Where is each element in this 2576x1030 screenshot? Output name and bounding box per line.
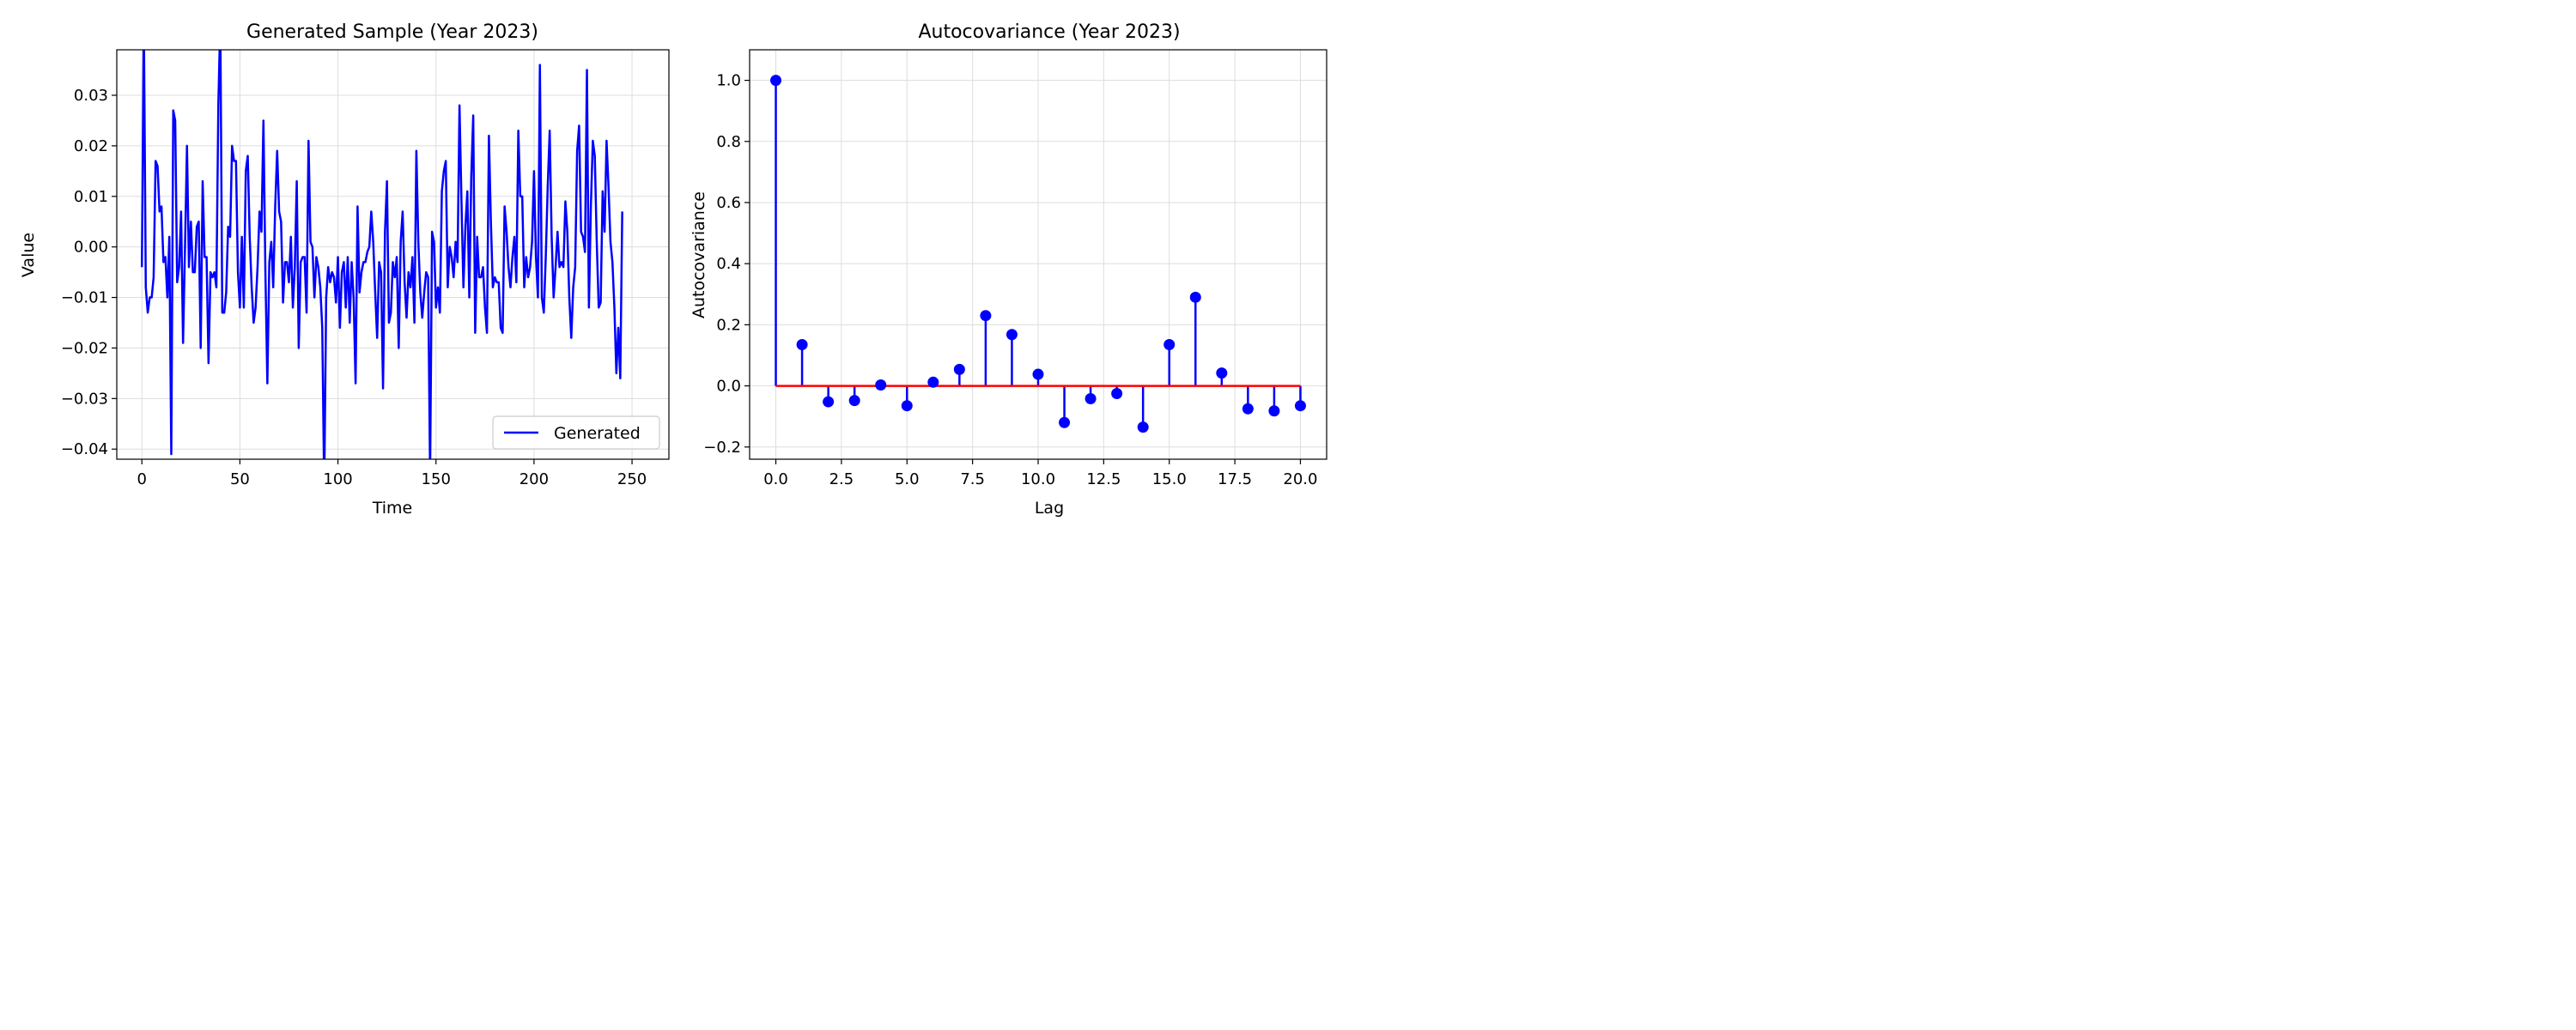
stem-marker xyxy=(1242,403,1254,415)
right-y-axis-label: Autocovariance xyxy=(690,191,708,318)
left-x-tick-label: 50 xyxy=(230,470,250,488)
stem-marker xyxy=(927,376,939,388)
left-y-tick-label: 0.02 xyxy=(74,137,108,155)
stem-marker xyxy=(980,310,992,322)
stem-marker xyxy=(1189,291,1201,303)
stem-marker xyxy=(796,339,808,351)
stem-marker xyxy=(770,75,782,87)
right-ticks: 0.0 2.5 5.0 7.5 10.0 12.5 15.0 17.5 20.0 −0.2 0.0 0… xyxy=(703,72,1317,488)
left-y-tick-label: 0.03 xyxy=(74,87,108,105)
legend-label-generated: Generated xyxy=(554,424,641,443)
right-y-tick-label: 0.2 xyxy=(716,316,741,334)
right-x-tick-label: 0.0 xyxy=(763,470,788,488)
stem-marker xyxy=(1294,400,1306,412)
right-y-tick-label: 0.4 xyxy=(716,255,741,273)
left-x-tick-label: 100 xyxy=(323,470,352,488)
right-y-tick-label: 0.6 xyxy=(716,194,741,212)
left-x-axis-label: Time xyxy=(372,499,413,518)
right-x-tick-label: 12.5 xyxy=(1086,470,1121,488)
stem-marker xyxy=(875,379,887,391)
right-x-tick-label: 2.5 xyxy=(829,470,854,488)
generated-series-line xyxy=(140,50,623,459)
right-y-tick-label: 0.8 xyxy=(716,133,741,151)
left-y-tick-label: −0.01 xyxy=(61,289,108,307)
right-x-tick-label: 20.0 xyxy=(1283,470,1317,488)
left-ticks: 0 50 100 150 200 250 −0.04 −0.03 −0.02 −0.01 0.00 0… xyxy=(61,87,647,488)
stem-marker xyxy=(1059,416,1071,428)
right-x-tick-label: 17.5 xyxy=(1218,470,1252,488)
time-series-panel: Generated Sample (Year 2023) Time Value … xyxy=(19,21,670,518)
left-y-tick-label: 0.01 xyxy=(74,188,108,206)
right-y-tick-label: −0.2 xyxy=(703,439,741,457)
left-x-tick-label: 250 xyxy=(617,470,647,488)
left-y-tick-label: −0.02 xyxy=(61,339,108,357)
left-y-tick-label: 0.00 xyxy=(74,239,108,257)
stem-marker xyxy=(1163,339,1176,351)
right-x-tick-label: 10.0 xyxy=(1021,470,1055,488)
stem-marker xyxy=(1268,405,1280,417)
stem-marker xyxy=(848,395,860,407)
right-chart-title: Autocovariance (Year 2023) xyxy=(918,21,1180,43)
left-plot-area xyxy=(140,50,623,459)
legend: Generated xyxy=(492,415,660,450)
right-x-tick-label: 5.0 xyxy=(895,470,920,488)
left-y-tick-label: −0.03 xyxy=(61,390,108,408)
stem-marker xyxy=(1216,367,1228,379)
stem-marker xyxy=(823,396,835,408)
autocovariance-panel: Autocovariance (Year 2023) Lag Autocovar… xyxy=(690,21,1327,518)
left-x-tick-label: 0 xyxy=(137,470,147,488)
left-x-tick-label: 150 xyxy=(422,470,451,488)
stem-marker xyxy=(1084,393,1097,405)
right-y-tick-label: 1.0 xyxy=(716,72,741,90)
left-y-tick-label: −0.04 xyxy=(61,440,108,458)
stem-marker xyxy=(1137,421,1149,433)
stem-marker xyxy=(1005,329,1018,341)
stem-marker xyxy=(1032,368,1044,380)
left-axes-frame xyxy=(116,49,670,460)
stem-marker xyxy=(953,363,965,375)
stem-marker xyxy=(901,400,913,412)
right-y-tick-label: 0.0 xyxy=(716,378,741,396)
legend-box xyxy=(492,415,660,450)
left-y-axis-label: Value xyxy=(19,233,38,277)
right-x-axis-label: Lag xyxy=(1035,499,1064,518)
right-x-tick-label: 7.5 xyxy=(960,470,985,488)
left-chart-title: Generated Sample (Year 2023) xyxy=(246,21,538,43)
stem-marker xyxy=(1111,387,1123,399)
right-x-tick-label: 15.0 xyxy=(1152,470,1187,488)
left-x-tick-label: 200 xyxy=(519,470,549,488)
right-plot-area xyxy=(770,75,1306,433)
right-gridlines xyxy=(750,50,1327,459)
figure: Generated Sample (Year 2023) Time Value … xyxy=(19,21,1327,518)
